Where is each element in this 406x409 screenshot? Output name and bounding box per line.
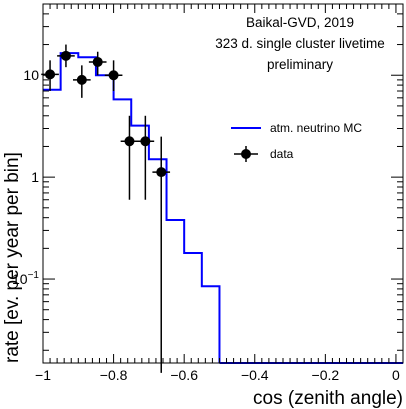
y-tick-label: 10 — [23, 67, 39, 83]
y-tick-label: 10−1 — [12, 270, 39, 287]
data-point-marker — [45, 69, 56, 80]
annotation-line-2: 323 d. single cluster livetime — [215, 36, 385, 51]
data-point — [41, 60, 59, 92]
y-tick-label-base: 10 — [12, 271, 28, 287]
annotation-line-1: Baikal-GVD, 2019 — [246, 15, 354, 30]
data-point — [88, 51, 107, 76]
data-point — [57, 44, 75, 68]
y-axis-title: rate [ev. per year per bin] — [2, 152, 23, 363]
data-point — [104, 60, 123, 92]
data-point-marker — [140, 136, 151, 147]
annotation-line-3: preliminary — [267, 57, 333, 72]
x-tick-label: −1 — [35, 367, 51, 383]
data-point — [120, 115, 139, 200]
data-point-marker — [108, 70, 119, 81]
y-tick-label-base: 10 — [23, 67, 39, 83]
mc-histogram-line — [43, 52, 221, 363]
data-point-marker — [60, 50, 71, 61]
axes-layer — [42, 3, 404, 364]
y-tick-label: 1 — [31, 169, 39, 185]
data-point-marker — [76, 74, 87, 85]
x-tick-label: −0.6 — [170, 367, 198, 383]
data-point — [73, 65, 91, 98]
data-point — [136, 115, 155, 200]
x-tick-label: −0.8 — [100, 367, 128, 383]
legend-data-marker — [241, 149, 251, 159]
x-axis-title: cos (zenith angle) — [253, 388, 403, 409]
y-tick-label-base: 1 — [31, 169, 39, 185]
data-point-marker — [156, 167, 167, 178]
legend: atm. neutrino MC data — [231, 121, 362, 162]
mc-histogram-layer — [43, 52, 403, 364]
data-point — [152, 136, 171, 373]
plot-frame — [42, 3, 404, 364]
y-tick-label-exponent: −1 — [28, 270, 40, 281]
x-tick-label: −0.2 — [312, 367, 340, 383]
data-point-marker — [124, 136, 135, 147]
data-points-layer — [41, 44, 171, 373]
data-point-marker — [92, 56, 103, 67]
x-tick-label: 0 — [392, 367, 400, 383]
legend-mc-label: atm. neutrino MC — [270, 121, 362, 135]
x-tick-label: −0.4 — [241, 367, 269, 383]
legend-data-label: data — [270, 147, 294, 161]
